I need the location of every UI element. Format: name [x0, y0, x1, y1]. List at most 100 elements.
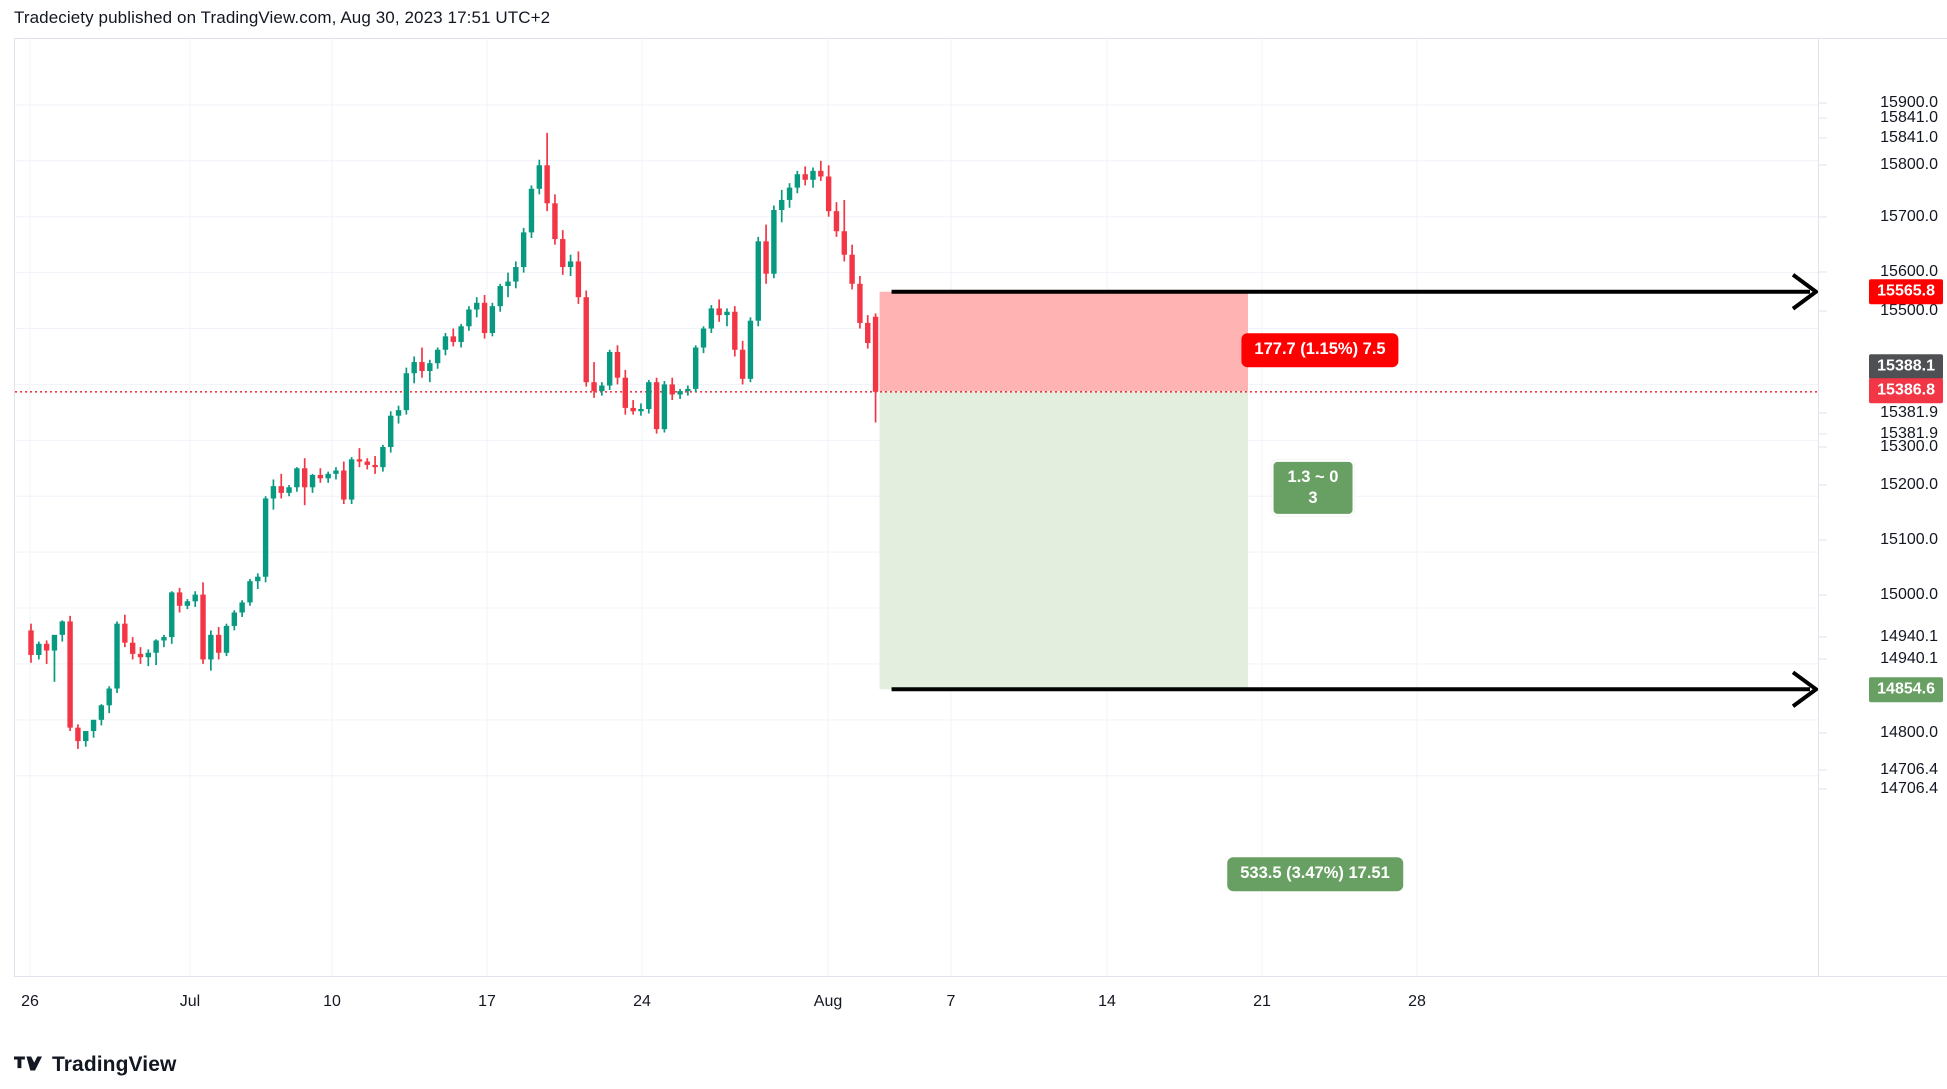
tradingview-logo-icon	[14, 1056, 42, 1071]
candle-body	[466, 309, 472, 327]
stop-loss-arrow	[891, 670, 1818, 708]
candle-body	[653, 382, 660, 430]
candle-body	[333, 470, 339, 474]
candle-body	[520, 232, 527, 268]
candlestick-chart	[15, 39, 1818, 976]
candle-body	[403, 373, 410, 411]
price-axis-label: 14940.1	[1880, 628, 1938, 645]
candle-body	[239, 602, 245, 613]
candle-body	[75, 727, 81, 742]
candle-body	[669, 384, 675, 395]
price-axis-label: 14800.0	[1880, 724, 1938, 741]
candle-body	[98, 705, 105, 720]
candle-body	[317, 474, 324, 479]
price-axis-label: 15500.0	[1880, 302, 1938, 319]
price-axis-label: 15000.0	[1880, 586, 1938, 603]
candle-body	[192, 594, 198, 602]
candle-body	[122, 623, 128, 643]
time-axis-label: 14	[1098, 993, 1116, 1010]
candle-body	[677, 391, 683, 395]
candle-body	[51, 634, 58, 651]
price-badge-red[interactable]: 15565.8	[1869, 279, 1943, 305]
candle-body	[28, 630, 34, 655]
candle-body	[442, 336, 449, 350]
candle-body	[419, 362, 425, 371]
candle-body	[137, 653, 144, 658]
time-axis-label: 17	[478, 993, 496, 1010]
price-axis-label: 15900.0	[1880, 94, 1938, 111]
candle-body	[325, 473, 331, 479]
candle-body	[153, 640, 159, 653]
candle-body	[567, 261, 574, 268]
candle-body	[161, 637, 167, 641]
candle-body	[614, 351, 621, 378]
candle-body	[646, 382, 652, 410]
candle-body	[67, 621, 73, 728]
candle-body	[215, 634, 222, 653]
publisher-line: Tradeciety published on TradingView.com,…	[14, 8, 551, 27]
candle-body	[481, 302, 488, 333]
candle-body	[716, 308, 722, 316]
candle-body	[849, 254, 855, 284]
candle-body	[106, 688, 112, 706]
price-badge-grey[interactable]: 15388.1	[1869, 354, 1943, 380]
price-axis-label: 15381.9	[1880, 404, 1938, 421]
price-axis-label: 15100.0	[1880, 531, 1938, 548]
candle-body	[341, 470, 347, 500]
candle-body	[90, 719, 97, 732]
chart-pane[interactable]	[14, 38, 1818, 977]
candle-body	[434, 349, 441, 364]
price-axis-label: 15841.0	[1880, 129, 1938, 146]
candle-body	[302, 468, 308, 488]
time-axis-label: 10	[323, 993, 341, 1010]
candle-body	[638, 409, 644, 412]
candle-body	[364, 461, 370, 465]
candle-body	[755, 241, 761, 321]
candle-body	[286, 487, 292, 493]
time-axis[interactable]: 26 Jul 10 17 24 Aug 7 14 21 28	[14, 977, 1818, 1030]
candle-body	[583, 297, 589, 383]
candle-body	[505, 281, 511, 287]
price-axis-ticks	[1819, 102, 1827, 790]
candle-body	[348, 459, 355, 500]
price-axis-label: 15700.0	[1880, 208, 1938, 225]
time-axis-label: 21	[1253, 993, 1271, 1010]
candle-body	[497, 286, 503, 307]
candle-body	[622, 377, 629, 408]
candle-body	[763, 241, 769, 274]
candle-body	[278, 486, 284, 493]
time-axis-label: Aug	[813, 993, 843, 1010]
candle-body	[599, 385, 605, 392]
candle-body	[427, 363, 433, 371]
price-badge-last[interactable]: 15386.8	[1869, 378, 1943, 404]
take-profit-zone	[879, 291, 1248, 392]
candle-body	[536, 165, 542, 189]
candle-body	[802, 174, 808, 180]
candle-body	[255, 576, 261, 582]
tradingview-brand: TradingView	[14, 1053, 176, 1077]
candle-body	[513, 267, 519, 282]
price-axis-label: 15800.0	[1880, 156, 1938, 173]
price-badge-green[interactable]: 14854.6	[1869, 677, 1943, 703]
candle-body	[606, 351, 613, 386]
candle-body	[833, 211, 840, 232]
price-axis-label: 15200.0	[1880, 476, 1938, 493]
candle-body	[200, 594, 206, 660]
candle-body	[294, 468, 300, 488]
time-axis-label: 7	[946, 993, 956, 1010]
candle-body	[786, 187, 793, 200]
candle-body	[724, 311, 730, 316]
price-axis-label: 15381.9	[1880, 425, 1938, 442]
candle-body	[36, 643, 42, 655]
candle-body	[223, 625, 230, 653]
take-profit-arrow	[891, 273, 1818, 311]
candle-body	[231, 612, 238, 626]
candle-body	[528, 188, 535, 233]
brand-label: TradingView	[52, 1053, 177, 1076]
time-axis-label: 28	[1408, 993, 1426, 1010]
position-zones	[879, 291, 1248, 690]
candle-body	[372, 464, 378, 468]
price-axis[interactable]: 15900.0 15841.0 15841.0 15800.0 15700.0 15600…	[1818, 38, 1947, 977]
candle-body	[411, 362, 417, 374]
candle-body	[818, 170, 824, 177]
